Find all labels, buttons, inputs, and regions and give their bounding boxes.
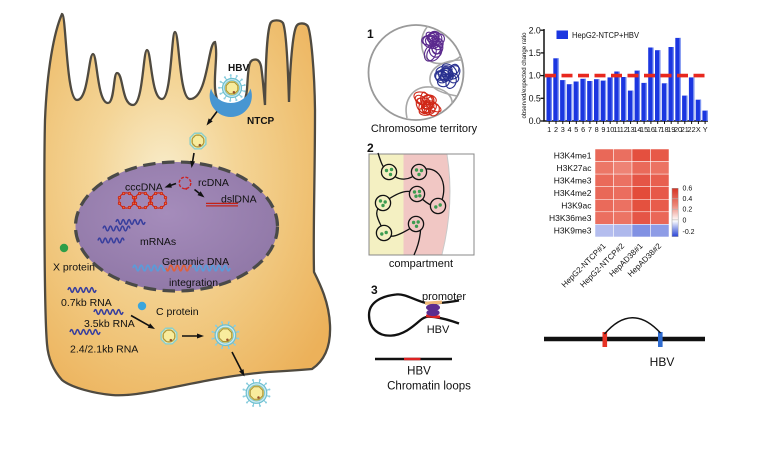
svg-text:HBV: HBV <box>407 366 431 378</box>
svg-text:10: 10 <box>606 125 614 134</box>
svg-text:22: 22 <box>688 125 696 134</box>
svg-text:13: 13 <box>626 125 634 134</box>
svg-text:2.4/2.1kb RNA: 2.4/2.1kb RNA <box>70 344 138 356</box>
svg-text:H3K4me1: H3K4me1 <box>554 150 592 160</box>
svg-text:5: 5 <box>574 125 578 134</box>
svg-text:3.5kb RNA: 3.5kb RNA <box>84 318 135 330</box>
svg-text:16: 16 <box>647 125 655 134</box>
svg-text:0.2: 0.2 <box>683 207 693 214</box>
svg-text:3: 3 <box>371 283 378 297</box>
svg-text:H3K27ac: H3K27ac <box>557 163 593 173</box>
svg-text:1: 1 <box>367 27 374 41</box>
svg-text:7: 7 <box>588 125 592 134</box>
svg-text:HBV: HBV <box>650 355 675 369</box>
svg-text:0: 0 <box>683 217 687 224</box>
svg-text:11: 11 <box>613 125 621 134</box>
svg-text:0.6: 0.6 <box>683 186 693 193</box>
svg-text:12: 12 <box>620 125 628 134</box>
svg-text:1.5: 1.5 <box>529 48 541 58</box>
svg-text:0.7kb RNA: 0.7kb RNA <box>61 297 112 309</box>
svg-text:0.0: 0.0 <box>529 116 541 126</box>
svg-text:Genomic DNA: Genomic DNA <box>162 256 229 268</box>
svg-text:1.0: 1.0 <box>529 71 541 81</box>
svg-text:NTCP: NTCP <box>247 116 275 127</box>
svg-text:integration: integration <box>169 277 218 289</box>
svg-text:9: 9 <box>601 125 605 134</box>
svg-text:mRNAs: mRNAs <box>140 236 176 248</box>
svg-text:18: 18 <box>660 125 668 134</box>
svg-text:Chromosome territory: Chromosome territory <box>371 123 478 135</box>
svg-text:dslDNA: dslDNA <box>221 194 257 206</box>
svg-text:21: 21 <box>681 125 689 134</box>
svg-text:0.4: 0.4 <box>683 196 693 203</box>
svg-text:17: 17 <box>654 125 662 134</box>
svg-text:Chromatin loops: Chromatin loops <box>387 381 471 393</box>
svg-text:6: 6 <box>581 125 585 134</box>
svg-text:15: 15 <box>640 125 648 134</box>
svg-text:H3K9ac: H3K9ac <box>561 201 592 211</box>
svg-text:observed/expected change ratio: observed/expected change ratio <box>521 32 528 118</box>
svg-text:14: 14 <box>633 125 641 134</box>
svg-text:HBV: HBV <box>427 324 450 336</box>
svg-text:2: 2 <box>554 125 558 134</box>
svg-text:H3K9me3: H3K9me3 <box>554 226 592 236</box>
svg-text:cccDNA: cccDNA <box>125 182 163 194</box>
svg-text:0.5: 0.5 <box>529 93 541 103</box>
svg-text:HepG2-NTCP+HBV: HepG2-NTCP+HBV <box>572 30 639 40</box>
svg-text:1: 1 <box>547 125 551 134</box>
svg-text:rcDNA: rcDNA <box>198 177 229 189</box>
svg-text:H3K4me2: H3K4me2 <box>554 188 592 198</box>
svg-text:H3K36me3: H3K36me3 <box>549 213 592 223</box>
svg-text:8: 8 <box>595 125 599 134</box>
svg-text:3: 3 <box>561 125 565 134</box>
svg-text:compartment: compartment <box>389 258 453 270</box>
svg-text:H3K4me3: H3K4me3 <box>554 175 592 185</box>
svg-text:20: 20 <box>674 125 682 134</box>
svg-text:X: X <box>696 125 701 134</box>
svg-text:4: 4 <box>568 125 572 134</box>
svg-text:C protein: C protein <box>156 306 199 318</box>
svg-text:19: 19 <box>667 125 675 134</box>
svg-text:2: 2 <box>367 141 374 155</box>
svg-text:promoter: promoter <box>422 291 466 303</box>
svg-text:HBV: HBV <box>228 63 249 74</box>
svg-text:Y: Y <box>703 125 708 134</box>
svg-text:-0.2: -0.2 <box>683 229 695 236</box>
svg-text:X protein: X protein <box>53 262 95 274</box>
svg-text:2.0: 2.0 <box>529 25 541 35</box>
